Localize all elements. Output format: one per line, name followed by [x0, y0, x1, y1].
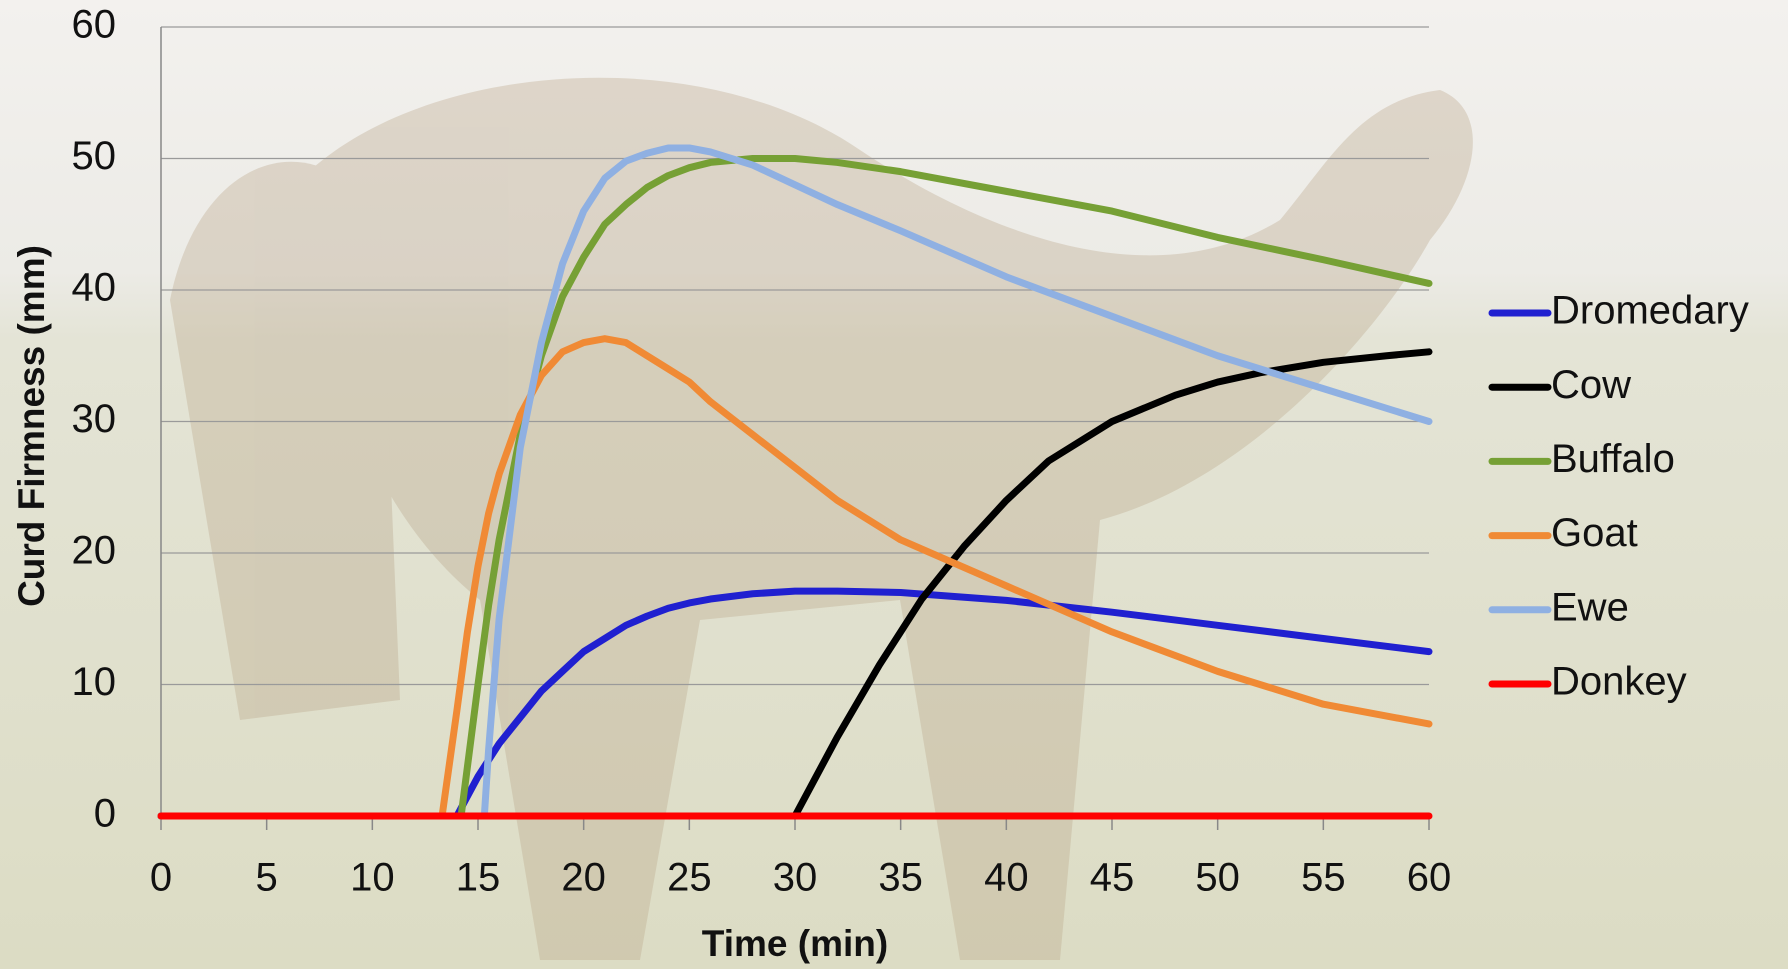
legend-label: Cow [1551, 363, 1631, 407]
y-tick-label: 0 [94, 792, 116, 836]
x-axis-title: Time (min) [702, 923, 888, 964]
x-tick-label: 30 [773, 856, 818, 900]
y-tick-label: 50 [72, 134, 117, 178]
y-tick-label: 40 [72, 266, 117, 310]
x-tick-label: 35 [878, 856, 923, 900]
legend-label: Goat [1551, 511, 1638, 555]
page: {"chart_data":{"type":"line","x_label":"… [0, 0, 1788, 969]
x-tick-label: 60 [1407, 856, 1452, 900]
legend-label: Buffalo [1551, 437, 1675, 481]
x-tick-label: 55 [1301, 856, 1346, 900]
chart: Curd Firmness (mm) Time (min) 0 10 20 30 40 5… [0, 0, 1788, 969]
y-tick-label: 10 [72, 660, 117, 704]
y-axis-title: Curd Firmness (mm) [11, 245, 52, 607]
y-tick-label: 30 [72, 397, 117, 441]
x-tick-label: 15 [456, 856, 501, 900]
y-tick-label: 60 [72, 3, 117, 47]
x-tick-label: 5 [256, 856, 278, 900]
legend-label: Dromedary [1551, 289, 1749, 333]
x-tick-label: 45 [1090, 856, 1135, 900]
legend-label: Ewe [1551, 585, 1629, 629]
x-tick-label: 25 [667, 856, 712, 900]
x-tick-label: 20 [561, 856, 606, 900]
legend-label: Donkey [1551, 660, 1687, 704]
x-tick-label: 10 [350, 856, 395, 900]
x-tick-label: 0 [150, 856, 172, 900]
x-tick-label: 50 [1195, 856, 1240, 900]
x-tick-label: 40 [984, 856, 1029, 900]
y-tick-label: 20 [72, 529, 117, 573]
